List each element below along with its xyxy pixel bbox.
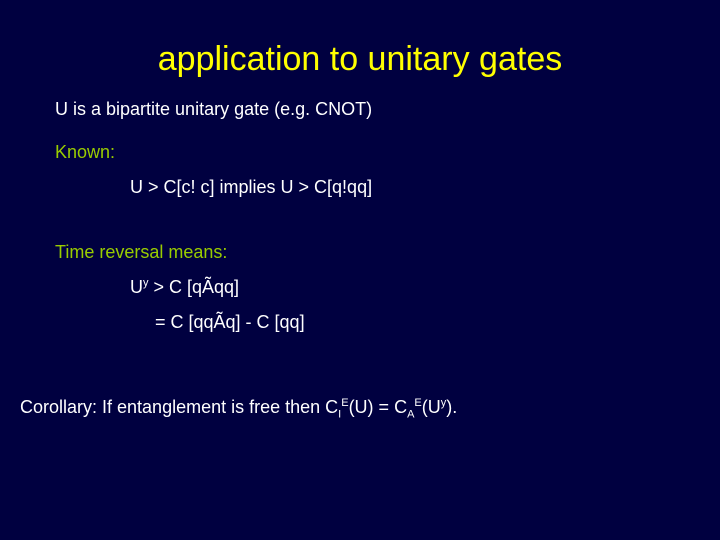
reversal-expr-2: = C [qqÃq] - C [qq] [155,312,690,333]
cor-c2-sup: E [414,397,421,409]
known-expression: U > C[c! c] implies U > C[q!qq] [130,177,690,198]
cor-mid: (U) = C [349,397,408,417]
reversal-label: Time reversal means: [55,242,690,263]
corollary-line: Corollary: If entanglement is free then … [0,397,720,421]
cor-c2-sub: A [407,409,414,421]
known-label: Known: [55,142,690,163]
cor-pre: Corollary: If entanglement is free then … [20,397,338,417]
rev1-post: > C [qÃqq] [149,277,240,297]
cor-post2: ). [446,397,457,417]
cor-c1-sub: I [338,409,341,421]
rev1-pre: U [130,277,143,297]
line-intro: U is a bipartite unitary gate (e.g. CNOT… [55,99,690,120]
reversal-expr-1: Uy > C [qÃqq] [130,277,690,298]
cor-c1-sup: E [341,397,348,409]
slide-content: U is a bipartite unitary gate (e.g. CNOT… [0,99,720,333]
slide-title: application to unitary gates [0,0,720,99]
cor-post1: (U [422,397,441,417]
